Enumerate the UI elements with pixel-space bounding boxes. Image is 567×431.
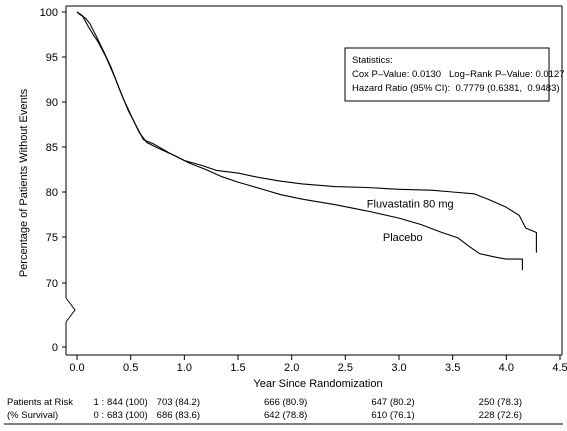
y-tick-label: 75 [46,232,58,244]
series-labels: Fluvastatin 80 mg Placebo [367,199,454,244]
y-tick-label: 100 [40,7,58,19]
y-axis-break [65,297,76,323]
y-axis-label: Percentage of Patients Without Events [18,88,30,277]
fluvastatin-label: Fluvastatin 80 mg [367,199,454,211]
at-risk-table: Patients at Risk (% Survival) 1 : 0 : 84… [4,397,563,425]
at-risk-cell: 642 (78.8) [264,410,307,421]
statistics-title: Statistics: [352,55,393,66]
x-tick-label: 0.0 [69,362,84,374]
at-risk-row-label: (% Survival) [7,410,58,421]
at-risk-cells: 844 (100) 703 (84.2) 666 (80.9) 647 (80.2) 2… [107,397,522,421]
plot-frame [65,5,563,356]
at-risk-cell: 647 (80.2) [371,397,414,408]
x-axis-ticks: 0.0 0.5 1.0 1.5 2.0 2.5 3.0 3.5 4.0 4.5 [69,355,567,374]
x-tick-label: 2.5 [338,362,353,374]
at-risk-group-label: 1 : [93,397,104,408]
placebo-label: Placebo [383,232,423,244]
at-risk-cell: 686 (83.6) [157,410,200,421]
x-tick-label: 1.0 [177,362,192,374]
y-tick-label: 90 [46,97,58,109]
statistics-hazard-ratio: Hazard Ratio (95% CI): 0.7779 (0.6381, 0… [352,83,560,94]
y-tick-label: 0 [52,342,58,354]
at-risk-group-label: 0 : [93,410,104,421]
at-risk-cell: 666 (80.9) [264,397,307,408]
at-risk-cell: 228 (72.6) [479,410,522,421]
axis-break-mark [65,297,76,323]
series-group [76,11,537,271]
at-risk-cell: 844 (100) [107,397,148,408]
y-tick-label: 85 [46,142,58,154]
x-axis-label: Year Since Randomization [253,378,382,390]
x-tick-label: 4.0 [499,362,514,374]
statistics-p-values: Cox P–Value: 0.0130 Log–Rank P–Value: 0.… [352,69,565,80]
at-risk-cell: 250 (78.3) [479,397,522,408]
x-tick-label: 1.5 [230,362,245,374]
x-tick-label: 4.5 [552,362,567,374]
y-tick-label: 80 [46,187,58,199]
x-tick-label: 3.5 [445,362,460,374]
x-tick-label: 2.0 [284,362,299,374]
at-risk-row-label: Patients at Risk [7,397,73,408]
statistics-box-border [344,47,550,102]
x-tick-label: 3.0 [391,362,406,374]
at-risk-cell: 610 (76.1) [371,410,414,421]
y-axis-ticks: 0 70 75 80 85 90 95 100 [40,7,66,354]
at-risk-cell: 683 (100) [107,410,148,421]
x-tick-label: 0.5 [123,362,138,374]
y-tick-label: 70 [46,278,58,290]
y-tick-label: 95 [46,52,58,64]
placebo-curve [76,11,523,271]
statistics-box: Statistics: Cox P–Value: 0.0130 Log–Rank… [344,47,565,102]
at-risk-cell: 703 (84.2) [157,397,200,408]
